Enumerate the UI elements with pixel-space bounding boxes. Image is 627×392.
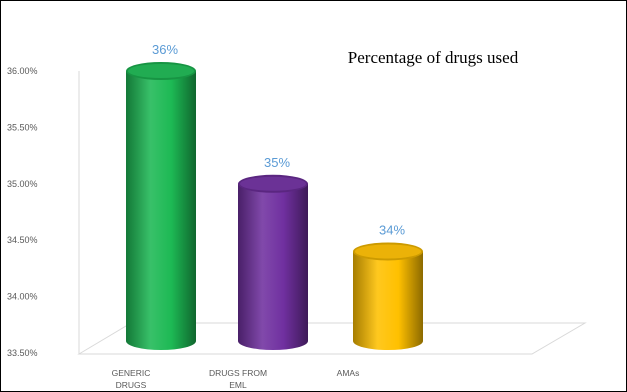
y-tick-label: 34.50% <box>7 235 38 245</box>
x-category-label: AMAs <box>337 368 360 378</box>
bar-1 <box>126 62 196 350</box>
bar-2 <box>238 174 308 350</box>
labels: 36% 35% 34% GENERIC DRUGS DRUGS FROM EML AMAs <box>112 42 406 390</box>
y-tick-label: 35.50% <box>7 122 38 132</box>
y-tick-label: 35.00% <box>7 179 38 189</box>
y-tick-label: 33.50% <box>7 348 38 358</box>
bar-body <box>126 71 196 350</box>
data-label: 35% <box>264 155 290 170</box>
data-label: 34% <box>379 222 405 237</box>
bar-body <box>353 251 423 350</box>
y-tick-label: 34.00% <box>7 292 38 302</box>
bar-cap-highlight <box>240 176 306 191</box>
chart-floor <box>77 322 587 355</box>
bar-cap-highlight <box>128 64 194 78</box>
y-tick-label: 36.00% <box>7 66 38 76</box>
chart-title: Percentage of drugs used <box>348 48 519 67</box>
x-category-label: GENERIC DRUGS <box>112 368 151 390</box>
floor-plane <box>77 322 587 355</box>
bars <box>126 62 423 350</box>
bar-3 <box>353 242 423 350</box>
x-category-label: DRUGS FROM EML <box>209 368 267 390</box>
data-label: 36% <box>152 42 178 57</box>
bar-body <box>238 183 308 350</box>
bar-cap-highlight <box>355 244 421 259</box>
y-axis: 33.50% 34.00% 34.50% 35.00% 35.50% 36.00% <box>7 66 80 358</box>
